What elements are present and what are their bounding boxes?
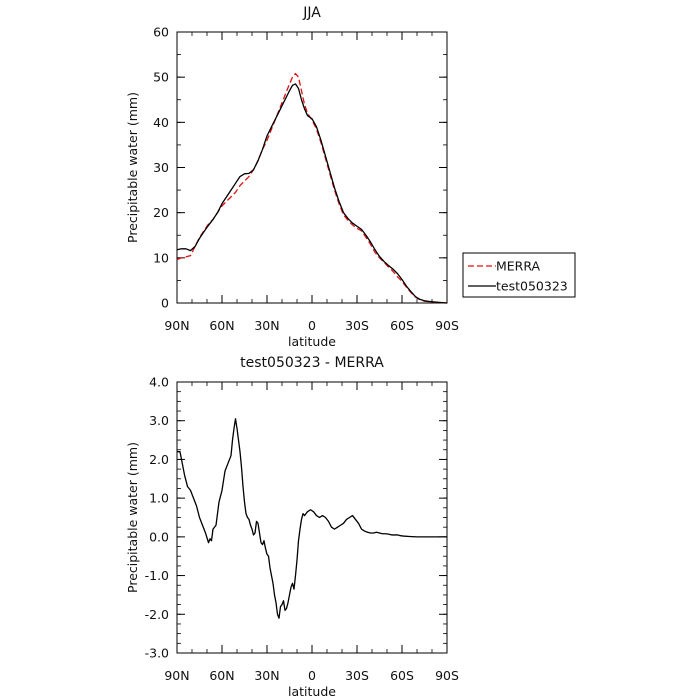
series-line-test050323 bbox=[176, 83, 448, 304]
legend: MERRA test050323 bbox=[462, 252, 576, 298]
legend-label: test050323 bbox=[496, 279, 568, 294]
y-tick-label: -2.0 bbox=[145, 607, 169, 622]
x-tick-label: 90S bbox=[435, 318, 459, 333]
y-axis-label: Precipitable water (mm) bbox=[125, 442, 140, 593]
x-tick-label: 90N bbox=[164, 668, 189, 683]
y-tick-label: 10 bbox=[153, 250, 169, 265]
chart-bottom: -3.0 -2.0 -1.0 0.0 1.0 2.0 3.0 4.0 90N 60N 30N 0 30S… bbox=[125, 355, 459, 699]
x-tick-label: 30S bbox=[345, 318, 369, 333]
plot-frame bbox=[176, 31, 448, 304]
x-tick-label: 0 bbox=[308, 668, 316, 683]
x-tick-label: 60S bbox=[390, 318, 414, 333]
legend-box bbox=[462, 252, 576, 298]
y-tick-label: 40 bbox=[153, 115, 169, 130]
x-tick-label: 60S bbox=[390, 668, 414, 683]
y-axis-label: Precipitable water (mm) bbox=[125, 92, 140, 243]
series-line-test050323 bbox=[177, 418, 447, 619]
y-tick-label: 30 bbox=[153, 160, 169, 175]
y-tick-label: 0.0 bbox=[149, 529, 169, 544]
y-tick-label: 1.0 bbox=[149, 491, 169, 506]
x-tick-label: 30N bbox=[254, 318, 279, 333]
y-tick-label: 60 bbox=[153, 25, 169, 40]
x-axis-label: latitude bbox=[288, 334, 336, 349]
x-tick-label: 60N bbox=[209, 668, 234, 683]
y-tick-label: 4.0 bbox=[149, 375, 169, 390]
y-tick-label: -1.0 bbox=[145, 568, 169, 583]
legend-label: MERRA bbox=[496, 259, 541, 274]
y-tick-label: -3.0 bbox=[145, 646, 169, 661]
x-tick-label: 90S bbox=[435, 668, 459, 683]
chart-title: JJA bbox=[302, 5, 321, 21]
x-tick-label: 30N bbox=[254, 668, 279, 683]
y-tick-label: 2.0 bbox=[149, 452, 169, 467]
y-tick-label: 50 bbox=[153, 70, 169, 85]
x-tick-label: 0 bbox=[308, 318, 316, 333]
x-tick-label: 90N bbox=[164, 318, 189, 333]
x-tick-label: 60N bbox=[209, 318, 234, 333]
y-tick-label: 20 bbox=[153, 205, 169, 220]
y-tick-label: 0 bbox=[161, 296, 169, 311]
x-axis-label: latitude bbox=[288, 684, 336, 699]
series-line-merra bbox=[176, 72, 448, 304]
chart-top: 0 10 20 30 40 50 60 90N 60N 30N 0 30S 60S 90S JJA latit… bbox=[125, 5, 459, 349]
chart-title: test050323 - MERRA bbox=[240, 355, 384, 371]
y-tick-label: 3.0 bbox=[149, 413, 169, 428]
x-tick-label: 30S bbox=[345, 668, 369, 683]
